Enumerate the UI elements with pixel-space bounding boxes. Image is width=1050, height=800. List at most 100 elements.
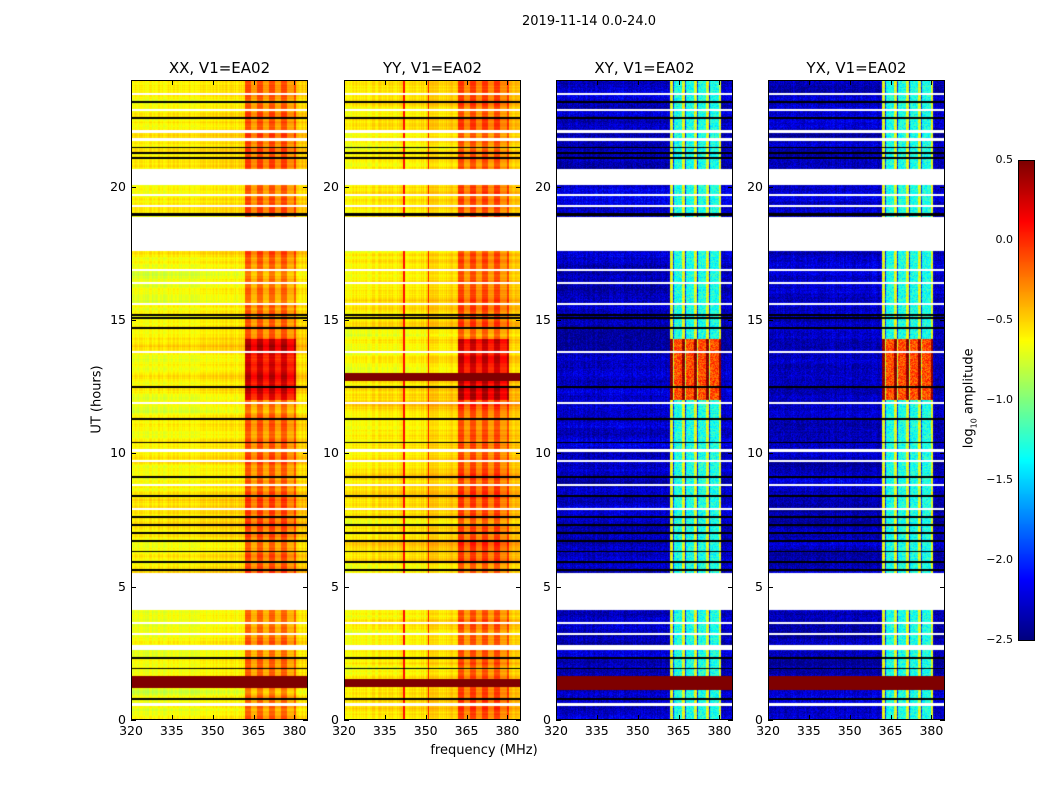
x-tick-mark: [131, 80, 132, 85]
x-tick-label: 380: [282, 723, 307, 738]
y-tick-mark: [728, 186, 733, 188]
x-tick-mark: [384, 715, 386, 720]
y-tick-mark: [516, 586, 521, 588]
y-tick-label: 15: [747, 312, 763, 327]
colorbar-tick-label: 0.0: [995, 233, 1014, 246]
y-tick-mark: [344, 453, 349, 455]
x-tick-label: 365: [666, 723, 691, 738]
y-tick-label: 20: [110, 178, 126, 194]
x-tick-label: 335: [372, 723, 397, 738]
y-tick-mark: [131, 453, 136, 455]
x-tick-label: 365: [454, 723, 479, 738]
heatmap-panel-3: [556, 80, 733, 720]
y-tick-label: 5: [118, 578, 126, 594]
x-tick-mark: [931, 80, 933, 85]
colorbar-label-prefix: log: [961, 428, 977, 449]
x-tick-label: 320: [544, 723, 568, 738]
y-tick-mark: [940, 586, 945, 588]
y-tick-mark: [556, 186, 561, 188]
y-tick-mark: [728, 320, 733, 321]
x-tick-label: 320: [119, 723, 143, 738]
x-tick-label: 380: [919, 723, 944, 738]
y-tick-mark: [768, 186, 773, 188]
y-tick-mark: [303, 186, 308, 188]
y-tick-label: 0: [118, 712, 126, 727]
y-tick-label: 10: [110, 445, 126, 461]
colorbar-label: log10 amplitude: [962, 338, 979, 458]
x-tick-mark: [384, 80, 386, 85]
x-axis-label: frequency (MHz): [430, 743, 538, 758]
y-tick-label: 10: [535, 445, 551, 461]
x-tick-mark: [768, 715, 769, 720]
x-tick-mark: [849, 715, 851, 720]
heatmap-panel-1: [131, 80, 308, 720]
y-tick-label: 5: [543, 578, 551, 594]
heatmap-image: [557, 81, 732, 719]
y-tick-mark: [131, 320, 136, 321]
y-tick-mark: [768, 320, 773, 321]
x-tick-mark: [294, 715, 296, 720]
x-tick-mark: [425, 715, 427, 720]
y-axis-label: UT (hours): [89, 365, 105, 434]
y-tick-mark: [728, 453, 733, 455]
y-tick-mark: [516, 720, 521, 721]
y-tick-mark: [131, 186, 136, 188]
y-tick-mark: [940, 453, 945, 455]
y-tick-mark: [768, 720, 773, 721]
heatmap-image: [769, 81, 944, 719]
y-tick-label: 10: [323, 445, 339, 461]
x-tick-mark: [171, 715, 173, 720]
y-tick-mark: [940, 720, 945, 721]
y-tick-label: 20: [747, 178, 763, 194]
y-tick-label: 15: [110, 312, 126, 327]
x-tick-mark: [678, 80, 680, 85]
colorbar-label-suffix: amplitude: [961, 348, 977, 419]
y-tick-label: 0: [543, 712, 551, 727]
colorbar-tick-label: −0.5: [986, 313, 1013, 326]
y-tick-label: 0: [331, 712, 339, 727]
y-tick-mark: [303, 586, 308, 588]
y-tick-label: 10: [747, 445, 763, 461]
x-tick-mark: [344, 80, 345, 85]
x-tick-label: 380: [495, 723, 520, 738]
y-tick-mark: [556, 320, 561, 321]
y-tick-mark: [344, 186, 349, 188]
x-tick-mark: [890, 80, 892, 85]
colorbar-tick-label: 0.5: [995, 153, 1014, 166]
heatmap-panel-2: [344, 80, 521, 720]
x-tick-mark: [466, 80, 468, 85]
x-tick-mark: [294, 80, 296, 85]
y-tick-mark: [131, 720, 136, 721]
colorbar-tick-label: −2.0: [986, 553, 1013, 566]
y-tick-mark: [940, 320, 945, 321]
x-tick-mark: [556, 715, 557, 720]
x-tick-label: 350: [200, 723, 225, 738]
y-tick-mark: [516, 320, 521, 321]
colorbar-tick-label: −1.5: [986, 473, 1013, 486]
x-tick-mark: [253, 715, 255, 720]
x-tick-mark: [171, 80, 173, 85]
colorbar: [1018, 160, 1035, 641]
y-tick-mark: [556, 720, 561, 721]
x-tick-mark: [931, 715, 933, 720]
heatmap-panel-4: [768, 80, 945, 720]
x-tick-label: 350: [413, 723, 438, 738]
x-tick-mark: [212, 80, 214, 85]
panel-title: XY, V1=EA02: [594, 59, 695, 77]
y-tick-label: 20: [535, 178, 551, 194]
x-tick-label: 335: [796, 723, 821, 738]
x-tick-mark: [507, 80, 509, 85]
x-tick-mark: [253, 80, 255, 85]
x-tick-mark: [637, 80, 639, 85]
x-tick-mark: [768, 80, 769, 85]
x-tick-mark: [808, 715, 810, 720]
x-tick-mark: [637, 715, 639, 720]
heatmap-image: [345, 81, 520, 719]
y-tick-mark: [303, 320, 308, 321]
y-tick-label: 0: [755, 712, 763, 727]
y-tick-mark: [344, 586, 349, 588]
x-tick-mark: [507, 715, 509, 720]
x-tick-mark: [556, 80, 557, 85]
y-tick-mark: [768, 586, 773, 588]
y-tick-mark: [940, 186, 945, 188]
